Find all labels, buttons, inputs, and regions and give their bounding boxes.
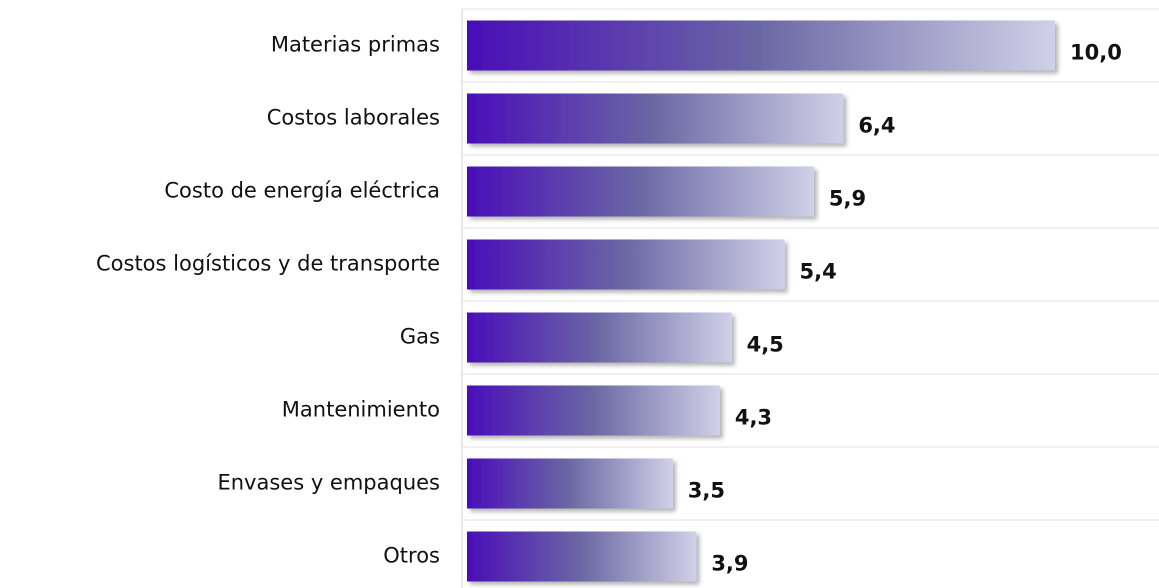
value-label: 3,9 bbox=[711, 552, 748, 576]
category-label: Otros bbox=[383, 544, 440, 568]
value-label: 6,4 bbox=[858, 114, 895, 138]
category-label: Costos logísticos y de transporte bbox=[96, 252, 440, 276]
value-label: 5,9 bbox=[829, 187, 866, 211]
category-label: Mantenimiento bbox=[282, 398, 440, 422]
value-label: 10,0 bbox=[1070, 41, 1122, 65]
category-label: Gas bbox=[400, 325, 440, 349]
category-label: Costo de energía eléctrica bbox=[164, 179, 440, 203]
bar bbox=[467, 531, 697, 582]
bar bbox=[467, 20, 1055, 71]
value-label: 3,5 bbox=[688, 479, 725, 503]
bar bbox=[467, 93, 844, 144]
value-label: 4,5 bbox=[747, 333, 784, 357]
bar bbox=[467, 312, 732, 363]
value-label: 4,3 bbox=[735, 406, 772, 430]
category-label: Materias primas bbox=[271, 33, 440, 57]
category-label: Envases y empaques bbox=[217, 471, 440, 495]
bar bbox=[467, 239, 785, 290]
bar bbox=[467, 166, 814, 217]
category-label: Costos laborales bbox=[267, 106, 440, 130]
bar bbox=[467, 385, 720, 436]
value-label: 5,4 bbox=[800, 260, 837, 284]
bar bbox=[467, 458, 673, 509]
